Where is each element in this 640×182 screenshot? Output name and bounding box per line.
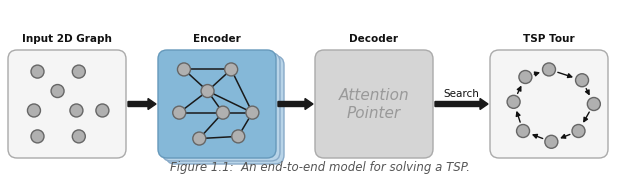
Circle shape (543, 63, 556, 76)
Circle shape (225, 63, 237, 76)
Circle shape (545, 135, 558, 148)
Circle shape (31, 130, 44, 143)
Circle shape (31, 65, 44, 78)
Circle shape (173, 106, 186, 119)
FancyBboxPatch shape (162, 53, 280, 161)
Text: Figure 1.1:  An end-to-end model for solving a TSP.: Figure 1.1: An end-to-end model for solv… (170, 161, 470, 174)
FancyBboxPatch shape (166, 56, 284, 164)
Circle shape (519, 70, 532, 84)
Circle shape (177, 63, 191, 76)
FancyArrow shape (278, 98, 313, 110)
Text: Decoder: Decoder (349, 34, 399, 44)
Circle shape (516, 124, 529, 137)
Circle shape (507, 95, 520, 108)
Text: TSP Tour: TSP Tour (523, 34, 575, 44)
Circle shape (201, 85, 214, 98)
Circle shape (96, 104, 109, 117)
Circle shape (588, 98, 600, 110)
FancyArrow shape (435, 98, 488, 110)
Circle shape (216, 106, 229, 119)
FancyArrow shape (128, 98, 156, 110)
Circle shape (70, 104, 83, 117)
Circle shape (246, 106, 259, 119)
FancyBboxPatch shape (315, 50, 433, 158)
Text: Pointer: Pointer (347, 106, 401, 120)
FancyBboxPatch shape (8, 50, 126, 158)
Circle shape (72, 130, 85, 143)
Circle shape (72, 65, 85, 78)
Circle shape (51, 85, 64, 98)
Text: Input 2D Graph: Input 2D Graph (22, 34, 112, 44)
FancyBboxPatch shape (490, 50, 608, 158)
Circle shape (28, 104, 40, 117)
Text: Search: Search (444, 89, 479, 99)
Circle shape (575, 74, 589, 87)
FancyBboxPatch shape (158, 50, 276, 158)
Circle shape (193, 132, 206, 145)
Text: Encoder: Encoder (193, 34, 241, 44)
Circle shape (232, 130, 244, 143)
Text: Attention: Attention (339, 88, 410, 102)
Circle shape (572, 124, 585, 137)
